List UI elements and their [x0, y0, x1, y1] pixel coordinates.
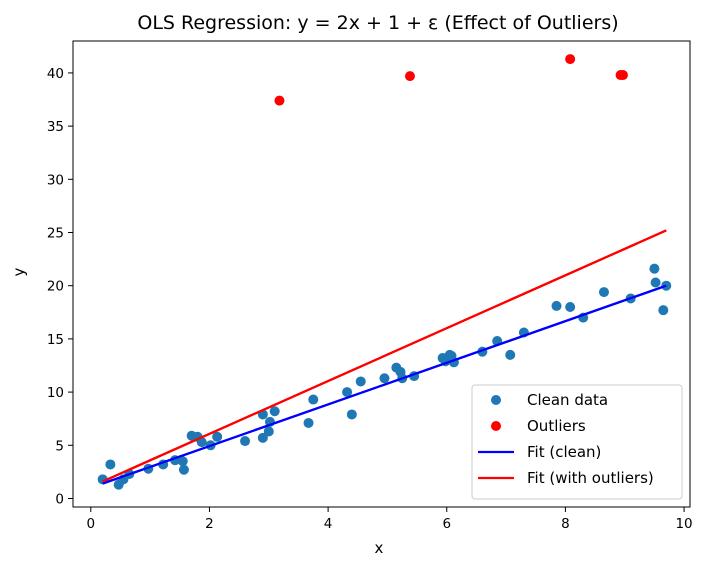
chart-title: OLS Regression: y = 2x + 1 + ε (Effect o…: [137, 12, 618, 34]
x-tick-label-3: 6: [442, 516, 451, 532]
series-line-overlay-2: [102, 284, 667, 485]
x-tick-label-0: 0: [87, 516, 96, 532]
y-axis-ticks: 0 5 10 15 20 25 30 35 40: [47, 66, 73, 507]
point-0-18: [263, 426, 274, 437]
point-0-20: [269, 406, 280, 417]
legend-label-2: Fit (clean): [527, 443, 601, 461]
y-tick-label-1: 5: [55, 438, 64, 454]
y-tick-label-8: 40: [47, 66, 64, 82]
x-tick-label-2: 4: [324, 516, 333, 532]
series-line-overlay-3: [102, 229, 667, 483]
point-1-1: [404, 71, 415, 82]
y-tick-label-3: 15: [47, 332, 64, 348]
y-axis-label: y: [10, 267, 28, 276]
point-0-8: [177, 456, 188, 467]
data-marks: [97, 54, 672, 490]
point-0-46: [650, 277, 661, 288]
x-axis-ticks: 0 2 4 6 8 10: [87, 507, 693, 532]
legend-label-1: Outliers: [527, 417, 586, 435]
point-0-47: [658, 305, 669, 316]
point-1-2: [565, 54, 576, 65]
y-tick-label-6: 30: [47, 172, 64, 188]
y-tick-label-0: 0: [55, 491, 64, 507]
point-0-15: [240, 436, 251, 447]
plot-frame: [72, 40, 691, 508]
point-0-25: [355, 376, 366, 387]
point-0-24: [346, 409, 357, 420]
point-0-41: [565, 301, 576, 312]
y-tick-label-2: 10: [47, 385, 64, 401]
legend-swatch-1: [491, 421, 501, 431]
point-0-9: [178, 464, 189, 475]
point-0-26: [379, 373, 390, 384]
point-0-14: [212, 431, 223, 442]
y-tick-label-5: 25: [47, 226, 64, 242]
x-tick-label-1: 2: [205, 516, 214, 532]
point-1-4: [617, 70, 628, 81]
point-0-16: [257, 432, 268, 443]
point-0-45: [649, 263, 660, 274]
point-1-0: [274, 95, 285, 106]
plot-area: 0 2 4 6 8 10 0 5 10 15 20 25 30 35 40: [47, 40, 693, 532]
legend-label-0: Clean data: [527, 391, 608, 409]
x-tick-label-4: 8: [561, 516, 570, 532]
y-tick-label-7: 35: [47, 119, 64, 135]
x-tick-label-5: 10: [675, 516, 692, 532]
legend-box: [471, 384, 683, 500]
point-0-21: [303, 417, 314, 428]
legend-label-3: Fit (with outliers): [527, 469, 654, 487]
point-0-1: [105, 459, 116, 470]
point-0-38: [505, 349, 516, 360]
point-0-22: [308, 394, 319, 405]
x-axis-label: x: [375, 539, 384, 557]
point-0-23: [342, 387, 353, 398]
legend: Clean data Outliers Fit (clean) Fit (with o…: [471, 384, 683, 500]
point-0-40: [551, 300, 562, 311]
y-tick-label-4: 20: [47, 279, 64, 295]
legend-swatch-0: [491, 395, 501, 405]
point-0-43: [598, 287, 609, 298]
